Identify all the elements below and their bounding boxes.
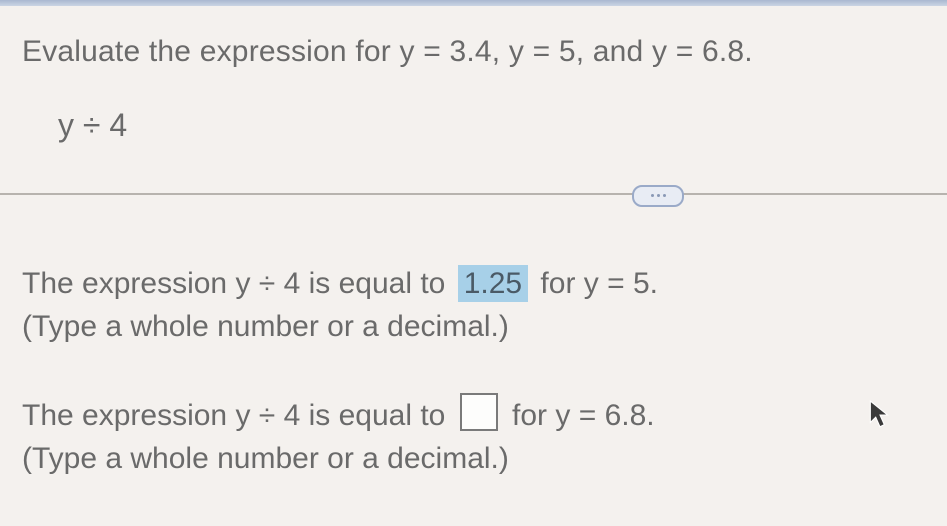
answer-input-empty[interactable] bbox=[460, 393, 498, 431]
answer-suffix: for y = 6.8. bbox=[504, 399, 655, 432]
answer-hint: (Type a whole number or a decimal.) bbox=[22, 305, 925, 349]
answer-suffix: for y = 5. bbox=[532, 267, 658, 300]
answer-value-filled[interactable]: 1.25 bbox=[458, 265, 528, 303]
divider-line bbox=[0, 193, 947, 195]
answer-prefix: The expression y ÷ 4 is equal to bbox=[22, 399, 454, 432]
app-top-strip bbox=[0, 0, 947, 6]
question-prompt: Evaluate the expression for y = 3.4, y =… bbox=[22, 32, 925, 73]
answer-line: The expression y ÷ 4 is equal to for y =… bbox=[22, 393, 925, 438]
answer-line: The expression y ÷ 4 is equal to 1.25 fo… bbox=[22, 262, 925, 306]
question-page: Evaluate the expression for y = 3.4, y =… bbox=[0, 0, 947, 526]
dot-icon bbox=[663, 194, 666, 197]
answer-hint: (Type a whole number or a decimal.) bbox=[22, 437, 925, 481]
answer-block: The expression y ÷ 4 is equal to for y =… bbox=[22, 393, 925, 481]
divider-handle[interactable] bbox=[632, 185, 684, 207]
answer-prefix: The expression y ÷ 4 is equal to bbox=[22, 267, 454, 300]
dot-icon bbox=[651, 194, 654, 197]
dot-icon bbox=[657, 194, 660, 197]
answer-block: The expression y ÷ 4 is equal to 1.25 fo… bbox=[22, 262, 925, 349]
section-divider bbox=[22, 182, 925, 206]
question-expression: y ÷ 4 bbox=[58, 107, 925, 144]
